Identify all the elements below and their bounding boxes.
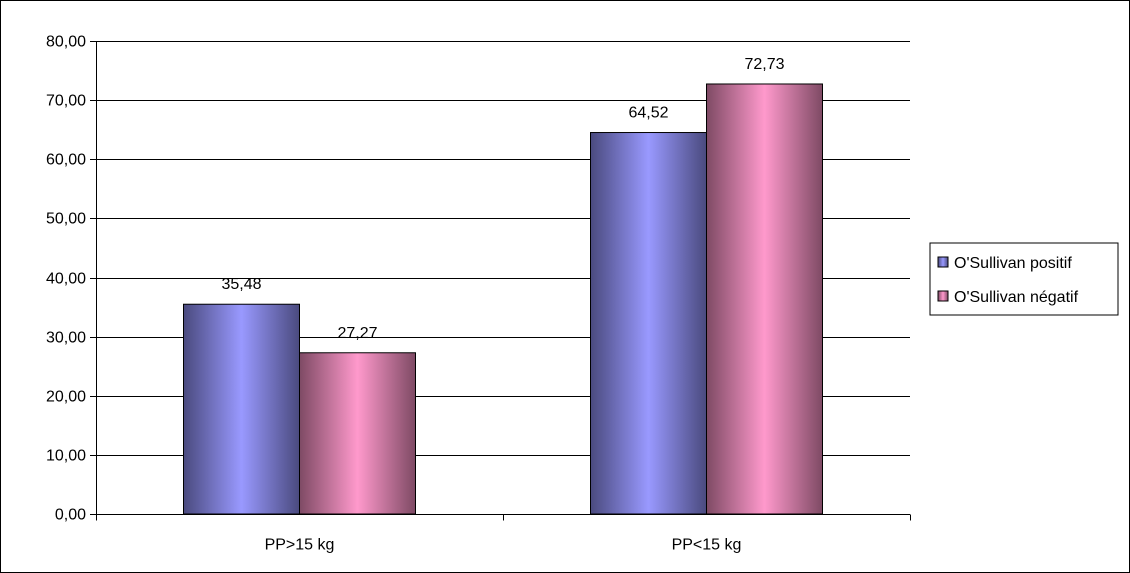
- legend: O'Sullivan positif O'Sullivan négatif: [929, 242, 1119, 316]
- legend-label: O'Sullivan négatif: [954, 289, 1079, 306]
- bar: [183, 303, 301, 515]
- y-tick-label: 20,00: [46, 389, 86, 406]
- legend-label: O'Sullivan positif: [954, 255, 1072, 272]
- data-label: 27,27: [337, 325, 377, 342]
- x-tick-label: PP<15 kg: [672, 537, 742, 554]
- y-tick-label: 80,00: [46, 34, 86, 51]
- y-tick-label: 60,00: [46, 152, 86, 169]
- data-label: 35,48: [221, 276, 261, 293]
- bars: [183, 83, 823, 515]
- y-tick-label: 10,00: [46, 448, 86, 465]
- axes: 0,00 10,00 20,00 30,00 40,00 50,00 60,00 70,00 8…: [46, 34, 911, 554]
- bar: [299, 352, 416, 515]
- y-tick-label: 50,00: [46, 211, 86, 228]
- legend-swatch: [937, 290, 949, 302]
- y-tick-label: 0,00: [55, 507, 86, 524]
- data-labels: 35,48 27,27 64,52 72,73: [221, 56, 784, 342]
- bar: [590, 132, 708, 515]
- y-tick-label: 30,00: [46, 330, 86, 347]
- legend-box: [929, 242, 1119, 316]
- legend-swatch: [937, 256, 949, 268]
- y-tick-label: 40,00: [46, 271, 86, 288]
- y-tick-label: 70,00: [46, 93, 86, 110]
- bar: [706, 83, 823, 515]
- data-label: 64,52: [628, 105, 668, 122]
- x-tick-label: PP>15 kg: [265, 537, 335, 554]
- data-label: 72,73: [744, 56, 784, 73]
